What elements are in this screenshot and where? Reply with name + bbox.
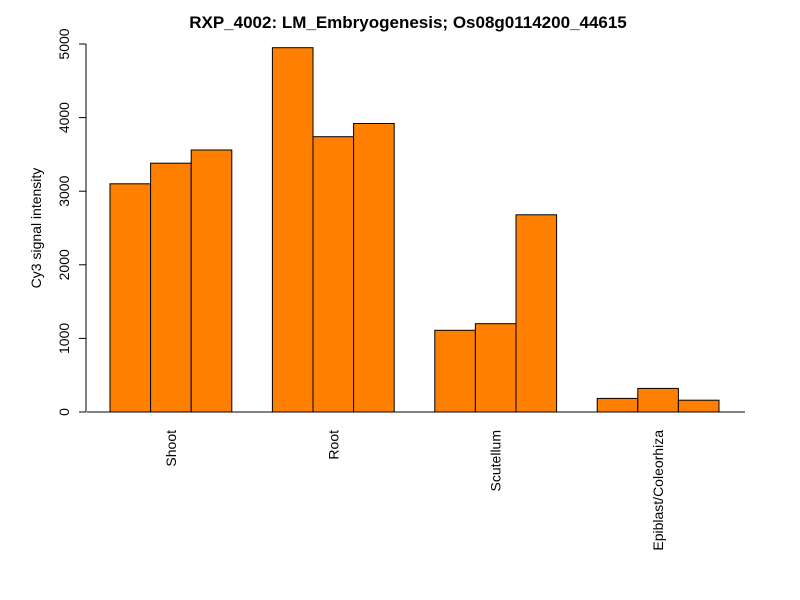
chart-title: RXP_4002: LM_Embryogenesis; Os08g0114200… — [189, 13, 627, 32]
bar-1-0 — [271, 47, 314, 413]
bar-2-0 — [434, 329, 476, 413]
bar-3-1 — [637, 387, 679, 413]
x-axis: Shoot Root Scutellum Epiblast/Coleorhiza — [87, 411, 745, 551]
x-tick-label: Shoot — [163, 430, 179, 467]
x-tick-label: Epiblast/Coleorhiza — [650, 430, 666, 551]
y-axis: 0 1000 2000 3000 4000 5000 — [56, 28, 87, 416]
y-tick-label: 0 — [56, 408, 72, 416]
y-axis-label: Cy3 signal intensity — [28, 168, 44, 289]
bars-group — [109, 47, 720, 413]
bar-0-1 — [150, 162, 192, 413]
x-tick-label: Root — [325, 430, 341, 460]
bar-2-1 — [474, 323, 517, 413]
y-tick-label: 4000 — [56, 102, 72, 133]
bar-3-0 — [596, 397, 639, 413]
y-tick-label: 2000 — [56, 249, 72, 280]
y-tick-label: 1000 — [56, 323, 72, 354]
bar-3-2 — [677, 399, 720, 413]
bar-1-1 — [312, 136, 355, 413]
bar-0-2 — [190, 149, 233, 413]
y-tick-label: 5000 — [56, 28, 72, 59]
y-tick-label: 3000 — [56, 175, 72, 206]
bar-1-2 — [353, 123, 395, 413]
bar-0-0 — [109, 183, 152, 413]
bar-2-2 — [515, 214, 558, 413]
x-tick-label: Scutellum — [488, 430, 504, 491]
